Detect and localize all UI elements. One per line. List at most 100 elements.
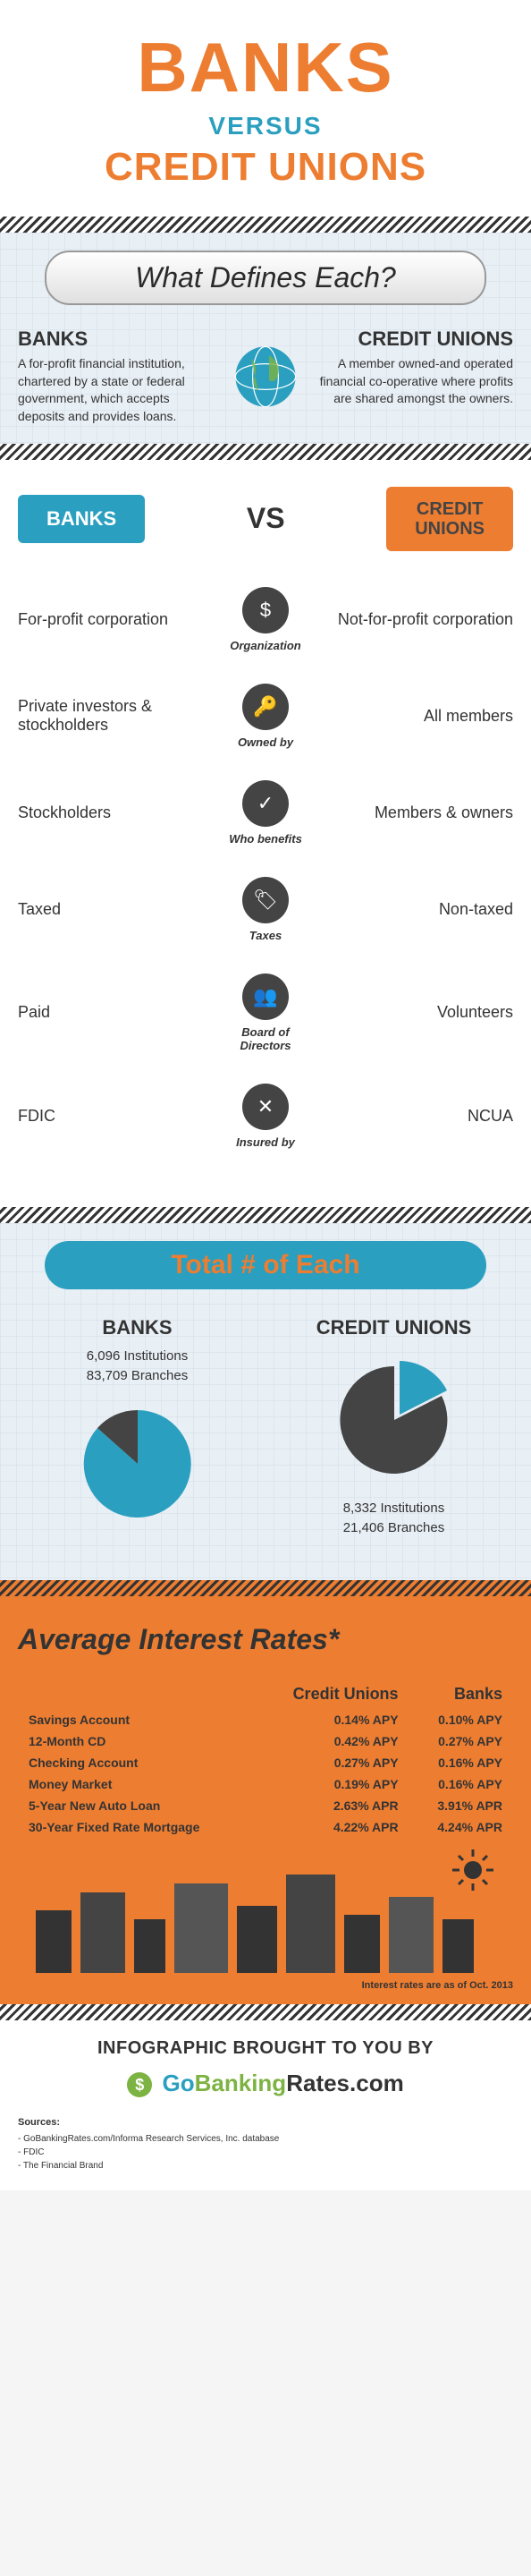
- skyline-illustration: [18, 1866, 513, 1973]
- rates-cell: Savings Account: [20, 1710, 253, 1730]
- rates-cell: 2.63% APR: [255, 1796, 407, 1815]
- footer-title: INFOGRAPHIC BROUGHT TO YOU BY: [18, 2038, 513, 2059]
- totals-cu-title: CREDIT UNIONS: [274, 1316, 513, 1339]
- sources: Sources: - GoBankingRates.com/Informa Re…: [18, 2115, 513, 2173]
- vs-icon: 🏷: [242, 877, 289, 923]
- rates-col-header: Credit Unions: [255, 1680, 407, 1708]
- rates-cell: 3.91% APR: [409, 1796, 511, 1815]
- rates-cell: Checking Account: [20, 1753, 253, 1773]
- header-section: BANKS VERSUS CREDIT UNIONS: [0, 0, 531, 217]
- rates-table: Credit UnionsBanks Savings Account0.14% …: [18, 1679, 513, 1839]
- vs-left: FDIC: [18, 1107, 221, 1126]
- rates-col-header: Banks: [409, 1680, 511, 1708]
- defines-section: What Defines Each? BANKS A for-profit fi…: [0, 233, 531, 443]
- totals-banks-title: BANKS: [18, 1316, 257, 1339]
- rates-cell: 0.42% APY: [255, 1731, 407, 1751]
- rates-cell: 5-Year New Auto Loan: [20, 1796, 253, 1815]
- vs-right: All members: [310, 707, 513, 726]
- footer-section: INFOGRAPHIC BROUGHT TO YOU BY $ GoBankin…: [0, 2020, 531, 2191]
- source-item: - GoBankingRates.com/Informa Research Se…: [18, 2132, 513, 2146]
- vs-right: Members & owners: [310, 803, 513, 822]
- totals-cu: CREDIT UNIONS 8,332 Institutions 21,406 …: [274, 1316, 513, 1544]
- rates-cell: 4.24% APR: [409, 1817, 511, 1837]
- totals-header: Total # of Each: [45, 1241, 486, 1289]
- vs-category-label: Who benefits: [221, 832, 310, 846]
- vs-left: Stockholders: [18, 803, 221, 822]
- rates-cell: 12-Month CD: [20, 1731, 253, 1751]
- vs-right: Volunteers: [310, 1003, 513, 1022]
- vs-icon: 👥: [242, 973, 289, 1020]
- defines-banks-text: A for-profit financial institution, char…: [18, 355, 216, 425]
- vs-left: Taxed: [18, 900, 221, 919]
- vs-center: ✓ Who benefits: [221, 780, 310, 846]
- rates-cell: 0.14% APY: [255, 1710, 407, 1730]
- vs-category-label: Taxes: [221, 929, 310, 942]
- rates-cell: 0.16% APY: [409, 1774, 511, 1794]
- infographic-page: BANKS VERSUS CREDIT UNIONS What Defines …: [0, 0, 531, 2190]
- vs-category-label: Organization: [221, 639, 310, 652]
- defines-banks-title: BANKS: [18, 327, 216, 351]
- vs-left: For-profit corporation: [18, 610, 221, 629]
- vs-center: 🏷 Taxes: [221, 877, 310, 942]
- vs-banks-pill: BANKS: [18, 495, 145, 543]
- rates-header: Average Interest Rates*: [18, 1623, 513, 1656]
- vs-row: Private investors & stockholders 🔑 Owned…: [0, 684, 531, 749]
- title-versus: VERSUS: [18, 112, 513, 140]
- defines-banks: BANKS A for-profit financial institution…: [18, 327, 216, 425]
- vs-icon: ✓: [242, 780, 289, 827]
- divider-hatch: [0, 1207, 531, 1223]
- divider-hatch: [0, 2004, 531, 2020]
- totals-banks: BANKS 6,096 Institutions 83,709 Branches: [18, 1316, 257, 1544]
- rates-cell: Money Market: [20, 1774, 253, 1794]
- vs-category-label: Insured by: [221, 1135, 310, 1149]
- vs-right: Not-for-profit corporation: [310, 610, 513, 629]
- rates-cell: 30-Year Fixed Rate Mortgage: [20, 1817, 253, 1837]
- footer-logo: $ GoBankingRates.com: [18, 2070, 513, 2097]
- rates-row: Money Market0.19% APY0.16% APY: [20, 1774, 511, 1794]
- vs-row: For-profit corporation $ Organization No…: [0, 587, 531, 652]
- divider-hatch: [0, 217, 531, 233]
- vs-category-label: Board of Directors: [221, 1025, 310, 1052]
- title-credit-unions: CREDIT UNIONS: [18, 145, 513, 190]
- rates-cell: 0.16% APY: [409, 1753, 511, 1773]
- rates-row: 30-Year Fixed Rate Mortgage4.22% APR4.24…: [20, 1817, 511, 1837]
- vs-center: 🔑 Owned by: [221, 684, 310, 749]
- vs-row: Paid 👥 Board of Directors Volunteers: [0, 973, 531, 1052]
- sources-title: Sources:: [18, 2115, 513, 2130]
- totals-cu-branch: 21,406 Branches: [274, 1520, 513, 1535]
- rates-cell: 0.27% APY: [409, 1731, 511, 1751]
- divider-hatch: [0, 444, 531, 460]
- rates-cell: 0.10% APY: [409, 1710, 511, 1730]
- vs-center: $ Organization: [221, 587, 310, 652]
- sun-icon: [451, 1848, 495, 1892]
- totals-banks-inst: 6,096 Institutions: [18, 1348, 257, 1364]
- vs-cu-pill: CREDITUNIONS: [386, 487, 513, 551]
- defines-header: What Defines Each?: [45, 251, 486, 305]
- totals-banks-branch: 83,709 Branches: [18, 1368, 257, 1383]
- rates-row: Savings Account0.14% APY0.10% APY: [20, 1710, 511, 1730]
- vs-icon: ✕: [242, 1084, 289, 1130]
- vs-icon: 🔑: [242, 684, 289, 730]
- source-item: - FDIC: [18, 2146, 513, 2159]
- vs-row: FDIC ✕ Insured by NCUA: [0, 1084, 531, 1149]
- defines-cu-title: CREDIT UNIONS: [315, 327, 513, 351]
- totals-cu-inst: 8,332 Institutions: [274, 1501, 513, 1516]
- rates-row: 12-Month CD0.42% APY0.27% APY: [20, 1731, 511, 1751]
- vs-right: Non-taxed: [310, 900, 513, 919]
- rates-row: 5-Year New Auto Loan2.63% APR3.91% APR: [20, 1796, 511, 1815]
- vs-row: Taxed 🏷 Taxes Non-taxed: [0, 877, 531, 942]
- title-banks: BANKS: [18, 36, 513, 98]
- vs-category-label: Owned by: [221, 735, 310, 749]
- source-item: - The Financial Brand: [18, 2159, 513, 2172]
- globe-icon: [230, 341, 301, 412]
- defines-cu-text: A member owned-and operated financial co…: [315, 355, 513, 408]
- rates-col-header: [20, 1680, 253, 1708]
- rates-section: Average Interest Rates* Credit UnionsBan…: [0, 1596, 531, 2004]
- vs-left: Private investors & stockholders: [18, 697, 221, 735]
- rates-note: Interest rates are as of Oct. 2013: [18, 1980, 513, 1991]
- vs-left: Paid: [18, 1003, 221, 1022]
- vs-section: BANKS VS CREDITUNIONS For-profit corpora…: [0, 460, 531, 1207]
- rates-cell: 4.22% APR: [255, 1817, 407, 1837]
- rates-cell: 0.19% APY: [255, 1774, 407, 1794]
- vs-row: Stockholders ✓ Who benefits Members & ow…: [0, 780, 531, 846]
